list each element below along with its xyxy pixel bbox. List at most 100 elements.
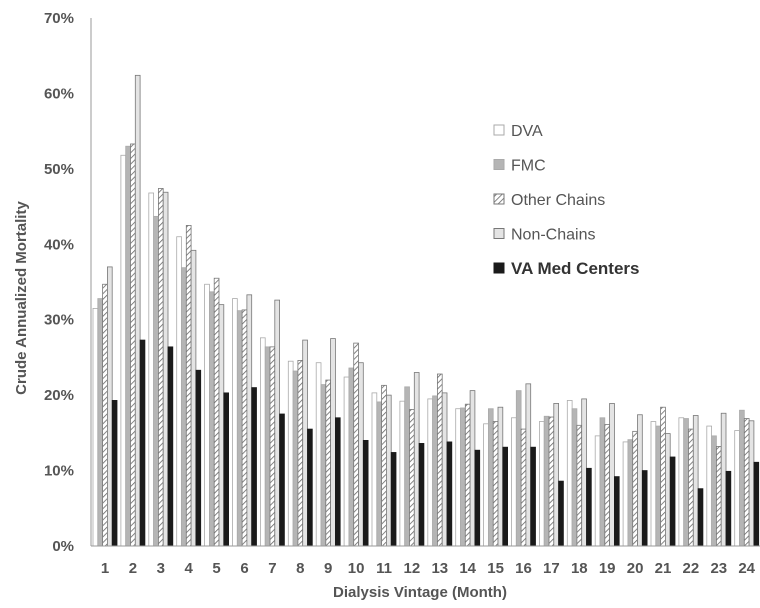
bar-dva-4: [176, 236, 182, 547]
bar-other-chains-23: [716, 446, 722, 547]
bar-other-chains-4: [185, 225, 192, 547]
bar-fmc-10: [348, 367, 355, 547]
x-tick-label: 6: [240, 560, 248, 577]
bar-non-chains-19: [609, 403, 615, 547]
x-tick-label: 14: [459, 560, 476, 577]
x-tick-label: 21: [655, 560, 672, 577]
bar-fmc-9: [320, 384, 327, 547]
bar-dva-24: [734, 430, 740, 547]
bar-other-chains-9: [325, 379, 331, 547]
bar-non-chains-21: [665, 433, 671, 547]
bar-other-chains-3: [157, 188, 164, 547]
bar-non-chains-20: [637, 414, 643, 547]
bar-other-chains-1: [102, 283, 108, 547]
bar-non-chains-10: [358, 362, 364, 547]
legend-swatch-dva: [493, 124, 505, 136]
bar-va-med-centers-7: [279, 413, 285, 547]
bar-dva-1: [92, 307, 99, 547]
bar-fmc-6: [236, 310, 243, 547]
bar-non-chains-6: [246, 294, 253, 547]
bar-fmc-15: [487, 408, 494, 547]
bar-other-chains-19: [604, 424, 610, 547]
bar-dva-19: [594, 435, 601, 547]
bar-va-med-centers-13: [446, 441, 453, 547]
bar-other-chains-14: [464, 403, 471, 547]
bar-non-chains-22: [692, 415, 699, 547]
bar-non-chains-1: [107, 266, 113, 547]
bar-va-med-centers-2: [139, 339, 146, 547]
legend-label-other-chains: Other Chains: [511, 192, 605, 209]
y-axis-title: Crude Annualized Mortality: [13, 201, 30, 395]
bar-dva-22: [678, 417, 685, 547]
legend-swatch-non-chains: [493, 228, 505, 239]
bar-va-med-centers-10: [362, 439, 369, 547]
x-tick-label: 5: [212, 560, 220, 577]
legend-swatch-other-chains: [493, 193, 505, 205]
x-tick-label: 2: [129, 560, 137, 577]
bar-non-chains-23: [720, 412, 727, 547]
bar-dva-16: [511, 417, 517, 547]
bar-non-chains-12: [413, 372, 420, 547]
bar-fmc-1: [97, 298, 104, 547]
bar-dva-12: [399, 400, 406, 547]
x-tick-label: 10: [348, 560, 365, 577]
bar-fmc-21: [655, 425, 661, 547]
bar-va-med-centers-6: [251, 387, 257, 547]
bar-other-chains-6: [241, 309, 248, 547]
x-tick-label: 17: [543, 560, 560, 577]
bar-va-med-centers-14: [474, 449, 481, 547]
bar-other-chains-8: [297, 360, 304, 547]
bar-va-med-centers-8: [307, 428, 313, 547]
bar-dva-5: [204, 283, 210, 547]
bar-other-chains-22: [688, 428, 694, 547]
x-tick-label: 22: [683, 560, 700, 577]
bar-non-chains-14: [469, 390, 476, 547]
x-tick-label: 3: [157, 560, 165, 577]
bar-va-med-centers-1: [111, 400, 118, 547]
x-tick-label: 8: [296, 560, 304, 577]
bar-non-chains-15: [497, 406, 504, 547]
legend-label-fmc: FMC: [511, 158, 546, 175]
bar-fmc-7: [264, 346, 271, 547]
x-tick-label: 20: [627, 560, 644, 577]
x-tick-label: 15: [487, 560, 504, 577]
legend-label-non-chains: Non-Chains: [511, 227, 595, 244]
bar-va-med-centers-22: [697, 488, 704, 547]
x-tick-label: 13: [431, 560, 448, 577]
bar-non-chains-2: [134, 74, 141, 547]
bar-fmc-3: [153, 215, 159, 547]
x-tick-label: 24: [738, 560, 755, 577]
legend: DVA FMC Other Chains Non-Chains VA Med Cente…: [493, 123, 639, 278]
legend-label-va-med-centers: VA Med Centers: [511, 259, 639, 278]
bar-fmc-19: [599, 417, 606, 547]
x-tick-label: 19: [599, 560, 616, 577]
bar-other-chains-20: [632, 430, 638, 547]
bar-fmc-18: [571, 408, 578, 547]
x-tick-label: 12: [404, 560, 421, 577]
x-tick-label: 7: [268, 560, 276, 577]
bar-va-med-centers-3: [167, 346, 174, 547]
bar-va-med-centers-11: [390, 452, 397, 547]
x-axis-title: Dialysis Vintage (Month): [333, 584, 507, 601]
bar-dva-3: [148, 192, 155, 547]
y-tick-label: 20%: [44, 387, 74, 404]
legend-label-dva: DVA: [511, 123, 543, 140]
bar-dva-18: [566, 400, 573, 547]
bar-dva-9: [315, 362, 322, 547]
y-tick-label: 70%: [44, 10, 74, 27]
bar-other-chains-17: [548, 416, 555, 547]
bar-dva-10: [343, 376, 350, 547]
y-tick-label: 40%: [44, 236, 74, 253]
x-tick-label: 18: [571, 560, 588, 577]
bar-va-med-centers-15: [502, 446, 508, 547]
bar-dva-7: [259, 337, 266, 547]
bar-va-med-centers-24: [753, 461, 760, 547]
bar-other-chains-16: [520, 428, 527, 547]
bar-fmc-24: [739, 409, 745, 547]
x-tick-label: 4: [185, 560, 194, 577]
bar-fmc-14: [460, 407, 466, 547]
bar-other-chains-21: [660, 406, 666, 547]
bar-va-med-centers-23: [725, 470, 732, 547]
bar-fmc-2: [125, 145, 131, 547]
bar-dva-13: [427, 398, 433, 547]
